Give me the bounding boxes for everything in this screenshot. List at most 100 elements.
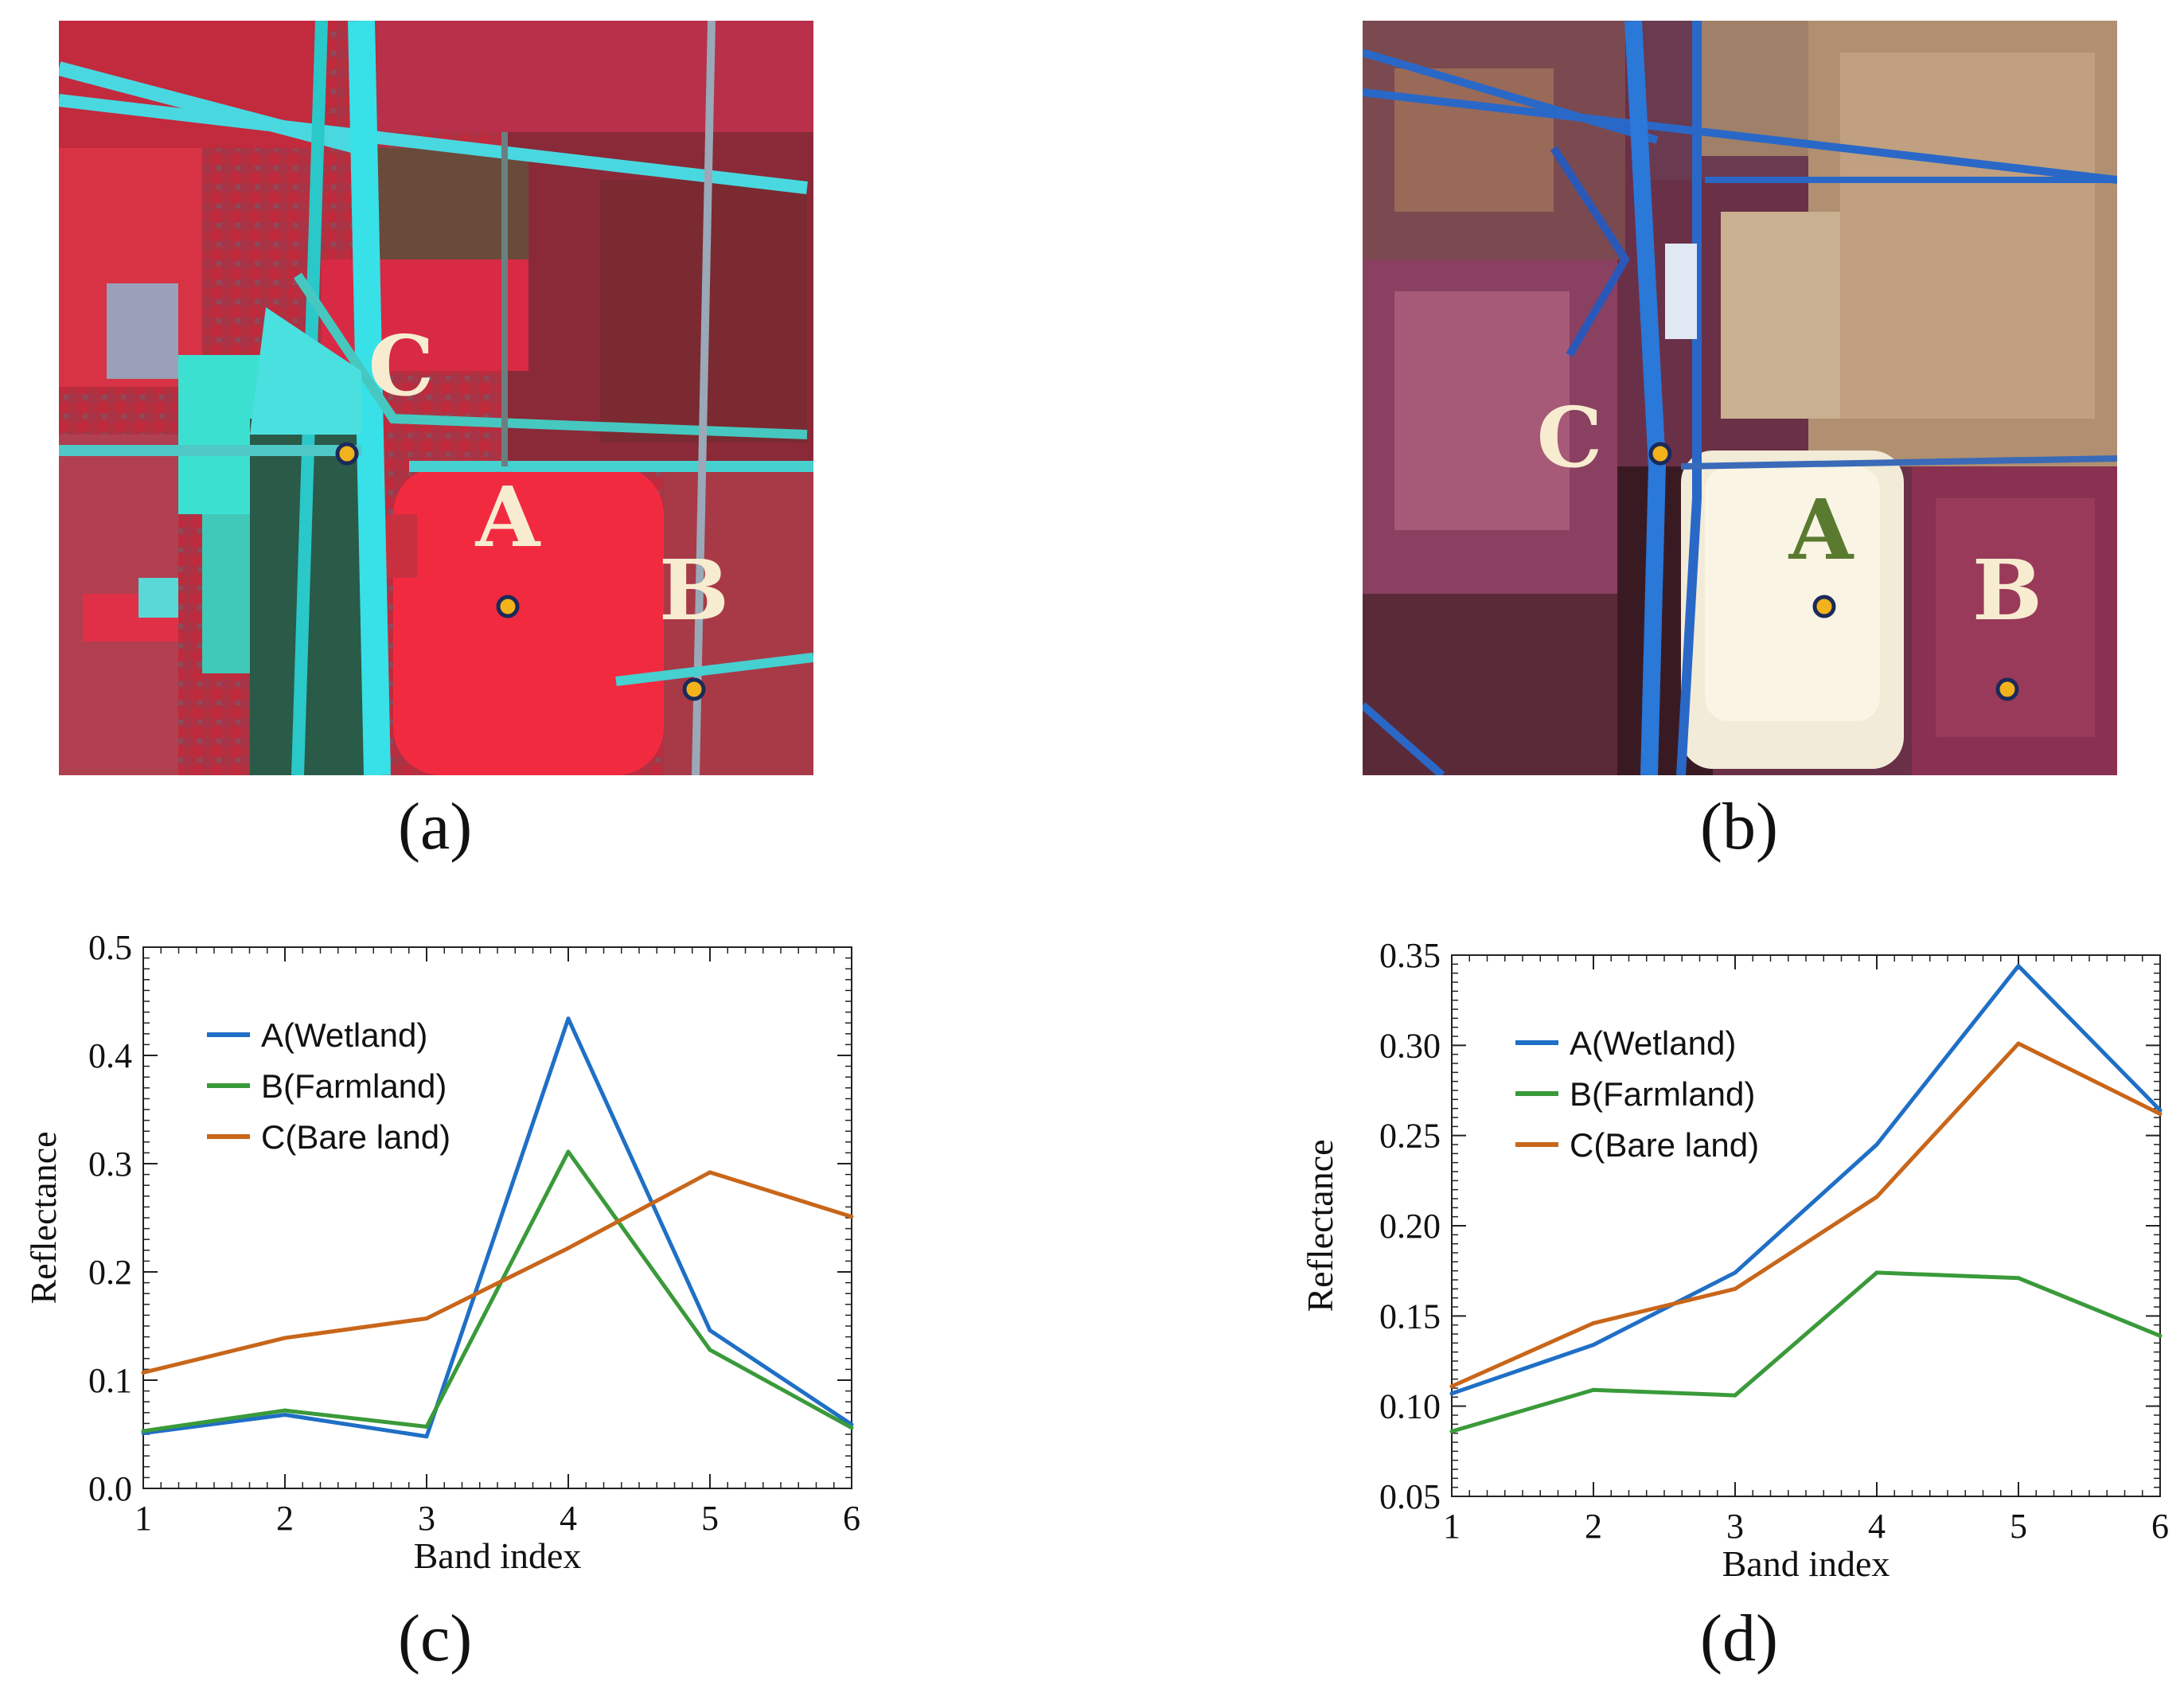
data-point [1733,1393,1737,1398]
x-axis-label: Band index [414,1535,582,1576]
chart-c: 1 2 3 4 5 6 0.0 0.1 0.2 0.3 0.4 0.5 Band index Reflec… [23,928,860,1576]
data-point [849,1426,854,1430]
data-point [141,1429,146,1433]
data-point [1874,1142,1879,1147]
data-point [708,1348,712,1352]
x-tick-label: 4 [560,1499,577,1538]
data-point [1591,1320,1596,1325]
x-tick-label: 3 [418,1499,435,1538]
y-tick-label: 0.25 [1379,1117,1441,1156]
y-tick-label: 0.5 [88,928,132,967]
plot-frame [1451,954,2161,1497]
data-point [1733,1286,1737,1291]
point-label-c: C [369,317,435,415]
data-point [566,1149,571,1154]
point-label-b: B [1972,541,2042,639]
point-marker-a [1812,595,1836,618]
x-tick-label: 2 [1585,1507,1602,1546]
x-axis-label: Band index [1722,1543,1890,1584]
point-marker-a [496,595,520,618]
panel-label-b: (b) [1700,790,1778,864]
data-point [283,1413,287,1418]
y-tick-label: 0.35 [1379,936,1441,975]
x-tick-label: 5 [701,1499,719,1538]
y-tick-label: 0.10 [1379,1387,1441,1426]
legend-label-1: B(Farmland) [1570,1075,1755,1113]
satellite-image-b: C A B [1363,21,2117,775]
data-point [2016,1276,2021,1281]
data-point [283,1408,287,1413]
data-point [2016,1041,2021,1046]
panel-label-c: (c) [398,1601,473,1675]
x-tick-label: 1 [1443,1507,1461,1546]
legend-label-0: A(Wetland) [1570,1024,1736,1062]
y-tick-label: 0.4 [88,1036,132,1075]
panel-label-d: (d) [1700,1601,1778,1675]
y-tick-label: 0.0 [88,1469,132,1508]
data-point [1874,1195,1879,1199]
data-point [424,1434,429,1439]
markers-b: C A B [1537,388,2042,701]
y-tick-label: 0.20 [1379,1207,1441,1246]
data-point [283,1336,287,1340]
data-point [566,1016,571,1021]
x-tick-label: 4 [1868,1507,1886,1546]
x-tick-label: 6 [843,1499,860,1538]
data-point [1733,1270,1737,1275]
point-label-a: A [475,468,541,566]
series-line-0 [1451,964,2162,1396]
x-tick-label: 2 [276,1499,294,1538]
series-line-1 [142,1149,853,1433]
y-axis-label: Reflectance [23,1131,64,1304]
point-label-a: A [1788,481,1854,579]
data-point [1874,1270,1879,1275]
data-point [2158,1111,2163,1116]
data-point [141,1370,146,1375]
x-tick-label: 1 [135,1499,152,1538]
x-tick-label: 5 [2010,1507,2027,1546]
data-point [2016,964,2021,969]
point-marker-c [335,442,359,466]
plot-frame [142,946,852,1489]
point-marker-b [1995,677,2019,701]
y-axis-label: Reflectance [1300,1139,1340,1312]
panel-label-a: (a) [398,790,473,864]
satellite-image-a-graphic [59,21,813,775]
series-line-2 [142,1170,852,1375]
y-tick-label: 0.15 [1379,1297,1441,1336]
y-tick-label: 0.05 [1379,1477,1441,1516]
series-line-1 [1451,1270,2161,1433]
data-point [849,1215,854,1219]
data-point [424,1316,429,1320]
y-tick-label: 0.1 [88,1361,132,1400]
point-label-c: C [1537,388,1603,486]
legend-label-2: C(Bare land) [261,1118,450,1156]
chart-d: 1 2 3 4 5 6 0.05 0.10 0.15 0.20 0.25 0.30 0.35 Band i… [1300,936,2169,1584]
data-point [424,1424,429,1429]
point-marker-b [682,677,706,701]
legend-label-1: B(Farmland) [261,1067,447,1105]
series-line-0 [142,1016,853,1439]
legend-label-2: C(Bare land) [1570,1126,1759,1164]
point-label-b: B [659,541,729,639]
y-tick-label: 0.2 [88,1253,132,1292]
data-point [708,1328,712,1332]
data-point [1449,1391,1454,1396]
data-point [1591,1387,1596,1392]
series-line-2 [1450,1041,2162,1389]
y-tick-label: 0.3 [88,1145,132,1184]
legend-label-0: A(Wetland) [261,1016,427,1054]
markers-a: CA B [335,317,729,701]
data-point [1449,1384,1454,1389]
data-point [1591,1343,1596,1348]
data-point [566,1246,571,1250]
x-tick-label: 3 [1726,1507,1744,1546]
y-tick-label: 0.30 [1379,1026,1441,1065]
data-point [1449,1429,1454,1433]
data-point [708,1170,712,1175]
satellite-image-b-graphic [1363,21,2117,775]
x-tick-label: 6 [2151,1507,2169,1546]
data-point [2158,1333,2163,1338]
point-marker-c [1648,442,1672,466]
